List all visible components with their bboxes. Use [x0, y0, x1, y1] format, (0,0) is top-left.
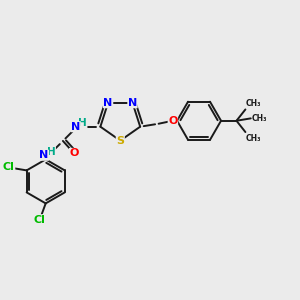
Text: CH₃: CH₃	[251, 114, 267, 123]
Text: CH₃: CH₃	[246, 99, 262, 108]
Text: N: N	[103, 98, 113, 108]
Text: N: N	[128, 98, 137, 108]
Text: N: N	[71, 122, 80, 132]
Text: O: O	[70, 148, 79, 158]
Text: H: H	[47, 147, 56, 157]
Text: N: N	[39, 150, 49, 160]
Text: CH₃: CH₃	[246, 134, 262, 143]
Text: Cl: Cl	[3, 162, 15, 172]
Text: Cl: Cl	[34, 215, 46, 225]
Text: H: H	[78, 118, 87, 128]
Text: S: S	[116, 136, 124, 146]
Text: O: O	[168, 116, 178, 126]
